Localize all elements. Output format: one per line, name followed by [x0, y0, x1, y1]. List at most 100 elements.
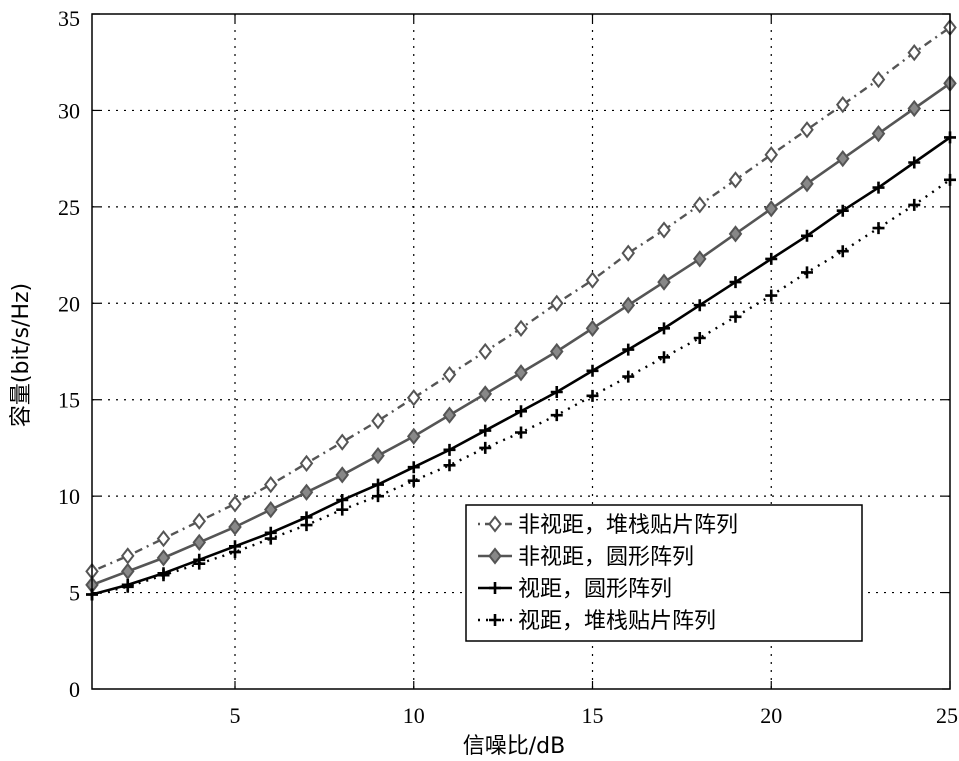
open-diamond-marker — [585, 271, 600, 289]
plus-marker — [229, 546, 241, 559]
legend-entry: 视距，堆栈贴片阵列 — [478, 609, 716, 634]
open-diamond-marker — [263, 475, 278, 494]
filled-diamond-marker — [335, 466, 350, 484]
open-diamond-marker — [406, 389, 421, 407]
legend-label: 视距，圆形阵列 — [518, 577, 672, 602]
plus-marker — [157, 569, 170, 582]
plus-marker — [908, 156, 921, 169]
plus-marker — [407, 474, 420, 487]
filled-diamond-marker — [263, 501, 278, 519]
plus-marker — [836, 204, 849, 217]
open-diamond-marker — [621, 244, 636, 262]
filled-diamond-marker — [692, 250, 707, 268]
plus-marker — [908, 198, 921, 211]
plus-marker — [658, 351, 670, 364]
open-diamond-marker — [549, 294, 564, 312]
filled-diamond-marker — [871, 124, 886, 143]
series-2 — [85, 74, 957, 594]
filled-diamond-marker — [192, 533, 207, 552]
filled-diamond-marker — [442, 406, 457, 424]
x-tick-label: 15 — [582, 703, 604, 728]
open-diamond-marker — [764, 146, 779, 164]
legend-box — [465, 504, 863, 642]
filled-diamond-marker — [228, 518, 242, 536]
open-diamond-marker — [228, 495, 242, 513]
y-tick-label: 15 — [58, 388, 80, 413]
filled-diamond-marker — [299, 483, 314, 501]
plus-marker — [622, 370, 635, 383]
open-diamond-marker — [800, 121, 814, 139]
plus-marker — [264, 532, 277, 545]
plus-marker — [801, 229, 813, 242]
open-diamond-marker — [488, 515, 502, 533]
legend-entry: 非视距，堆栈贴片阵列 — [478, 513, 738, 538]
ticks — [92, 13, 951, 690]
plus-marker — [693, 299, 706, 312]
plus-marker — [479, 441, 492, 454]
plus-marker — [586, 364, 599, 377]
open-diamond-marker — [907, 43, 922, 62]
filled-diamond-marker — [585, 319, 600, 337]
open-diamond-marker — [514, 319, 528, 337]
open-diamond-marker — [192, 512, 207, 530]
open-diamond-marker — [692, 196, 707, 214]
open-diamond-marker — [156, 529, 171, 548]
plus-marker — [729, 276, 742, 289]
filled-diamond-marker — [549, 342, 564, 361]
open-diamond-marker — [478, 342, 493, 361]
plus-marker — [407, 461, 420, 474]
filled-diamond-marker — [406, 427, 421, 445]
plus-marker — [489, 582, 501, 594]
x-tick-label: 5 — [230, 703, 241, 728]
plus-marker — [765, 252, 778, 265]
plus-marker — [658, 322, 670, 335]
plus-marker — [586, 389, 599, 402]
tick-labels: 5 10 15 20 25 0 5 10 15 20 25 30 35 — [58, 6, 958, 728]
x-tick-label: 20 — [760, 703, 782, 728]
plus-marker — [836, 245, 849, 258]
filled-diamond-marker — [764, 200, 779, 218]
grid — [92, 14, 950, 689]
plus-marker — [515, 405, 527, 418]
plus-marker — [193, 557, 206, 570]
plus-marker — [550, 409, 563, 422]
series-1 — [85, 18, 957, 580]
plus-marker — [801, 266, 813, 279]
plus-marker — [693, 332, 706, 344]
filled-diamond-marker — [907, 99, 922, 118]
plus-marker — [489, 614, 501, 626]
filled-diamond-marker — [371, 447, 385, 465]
filled-diamond-marker — [120, 562, 135, 580]
filled-diamond-marker — [156, 549, 171, 567]
series-layer — [85, 18, 957, 601]
y-tick-label: 30 — [58, 98, 80, 123]
filled-diamond-marker — [478, 385, 493, 403]
y-tick-label: 0 — [69, 677, 80, 702]
open-diamond-marker — [335, 433, 350, 451]
plus-marker — [443, 443, 456, 456]
y-axis-title: 容量(bit/s/Hz) — [9, 283, 34, 427]
plot-frame — [91, 13, 951, 690]
legend-label: 视距，堆栈贴片阵列 — [518, 609, 716, 634]
open-diamond-marker — [871, 70, 886, 89]
plus-marker — [515, 426, 527, 439]
filled-diamond-marker — [800, 175, 814, 193]
series-line — [91, 26, 951, 573]
legend-entry: 视距，圆形阵列 — [478, 577, 672, 602]
y-tick-label: 10 — [58, 484, 80, 509]
open-diamond-marker — [120, 547, 135, 565]
filled-diamond-marker — [488, 547, 502, 565]
open-diamond-marker — [442, 366, 457, 384]
plus-marker — [300, 519, 313, 532]
open-diamond-marker — [657, 221, 671, 239]
plus-marker — [872, 181, 885, 194]
plus-marker — [622, 343, 635, 356]
filled-diamond-marker — [621, 296, 636, 314]
open-diamond-marker — [371, 412, 385, 430]
plus-marker — [765, 289, 778, 302]
plus-marker — [336, 503, 349, 516]
plus-marker — [550, 386, 563, 398]
open-diamond-marker — [835, 96, 850, 114]
filled-diamond-marker — [728, 225, 743, 243]
